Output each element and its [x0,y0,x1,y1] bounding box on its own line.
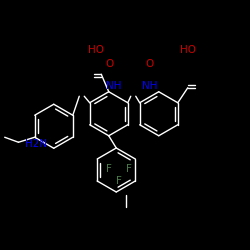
Text: HO: HO [180,45,196,55]
Text: O: O [146,59,154,69]
Text: NH: NH [106,81,122,91]
Text: O: O [106,59,114,69]
Text: F: F [116,176,122,186]
Text: F: F [106,164,112,174]
Text: HO: HO [88,45,104,55]
Text: NH: NH [142,81,158,91]
Text: H2N: H2N [25,139,47,149]
Text: F: F [126,164,132,174]
